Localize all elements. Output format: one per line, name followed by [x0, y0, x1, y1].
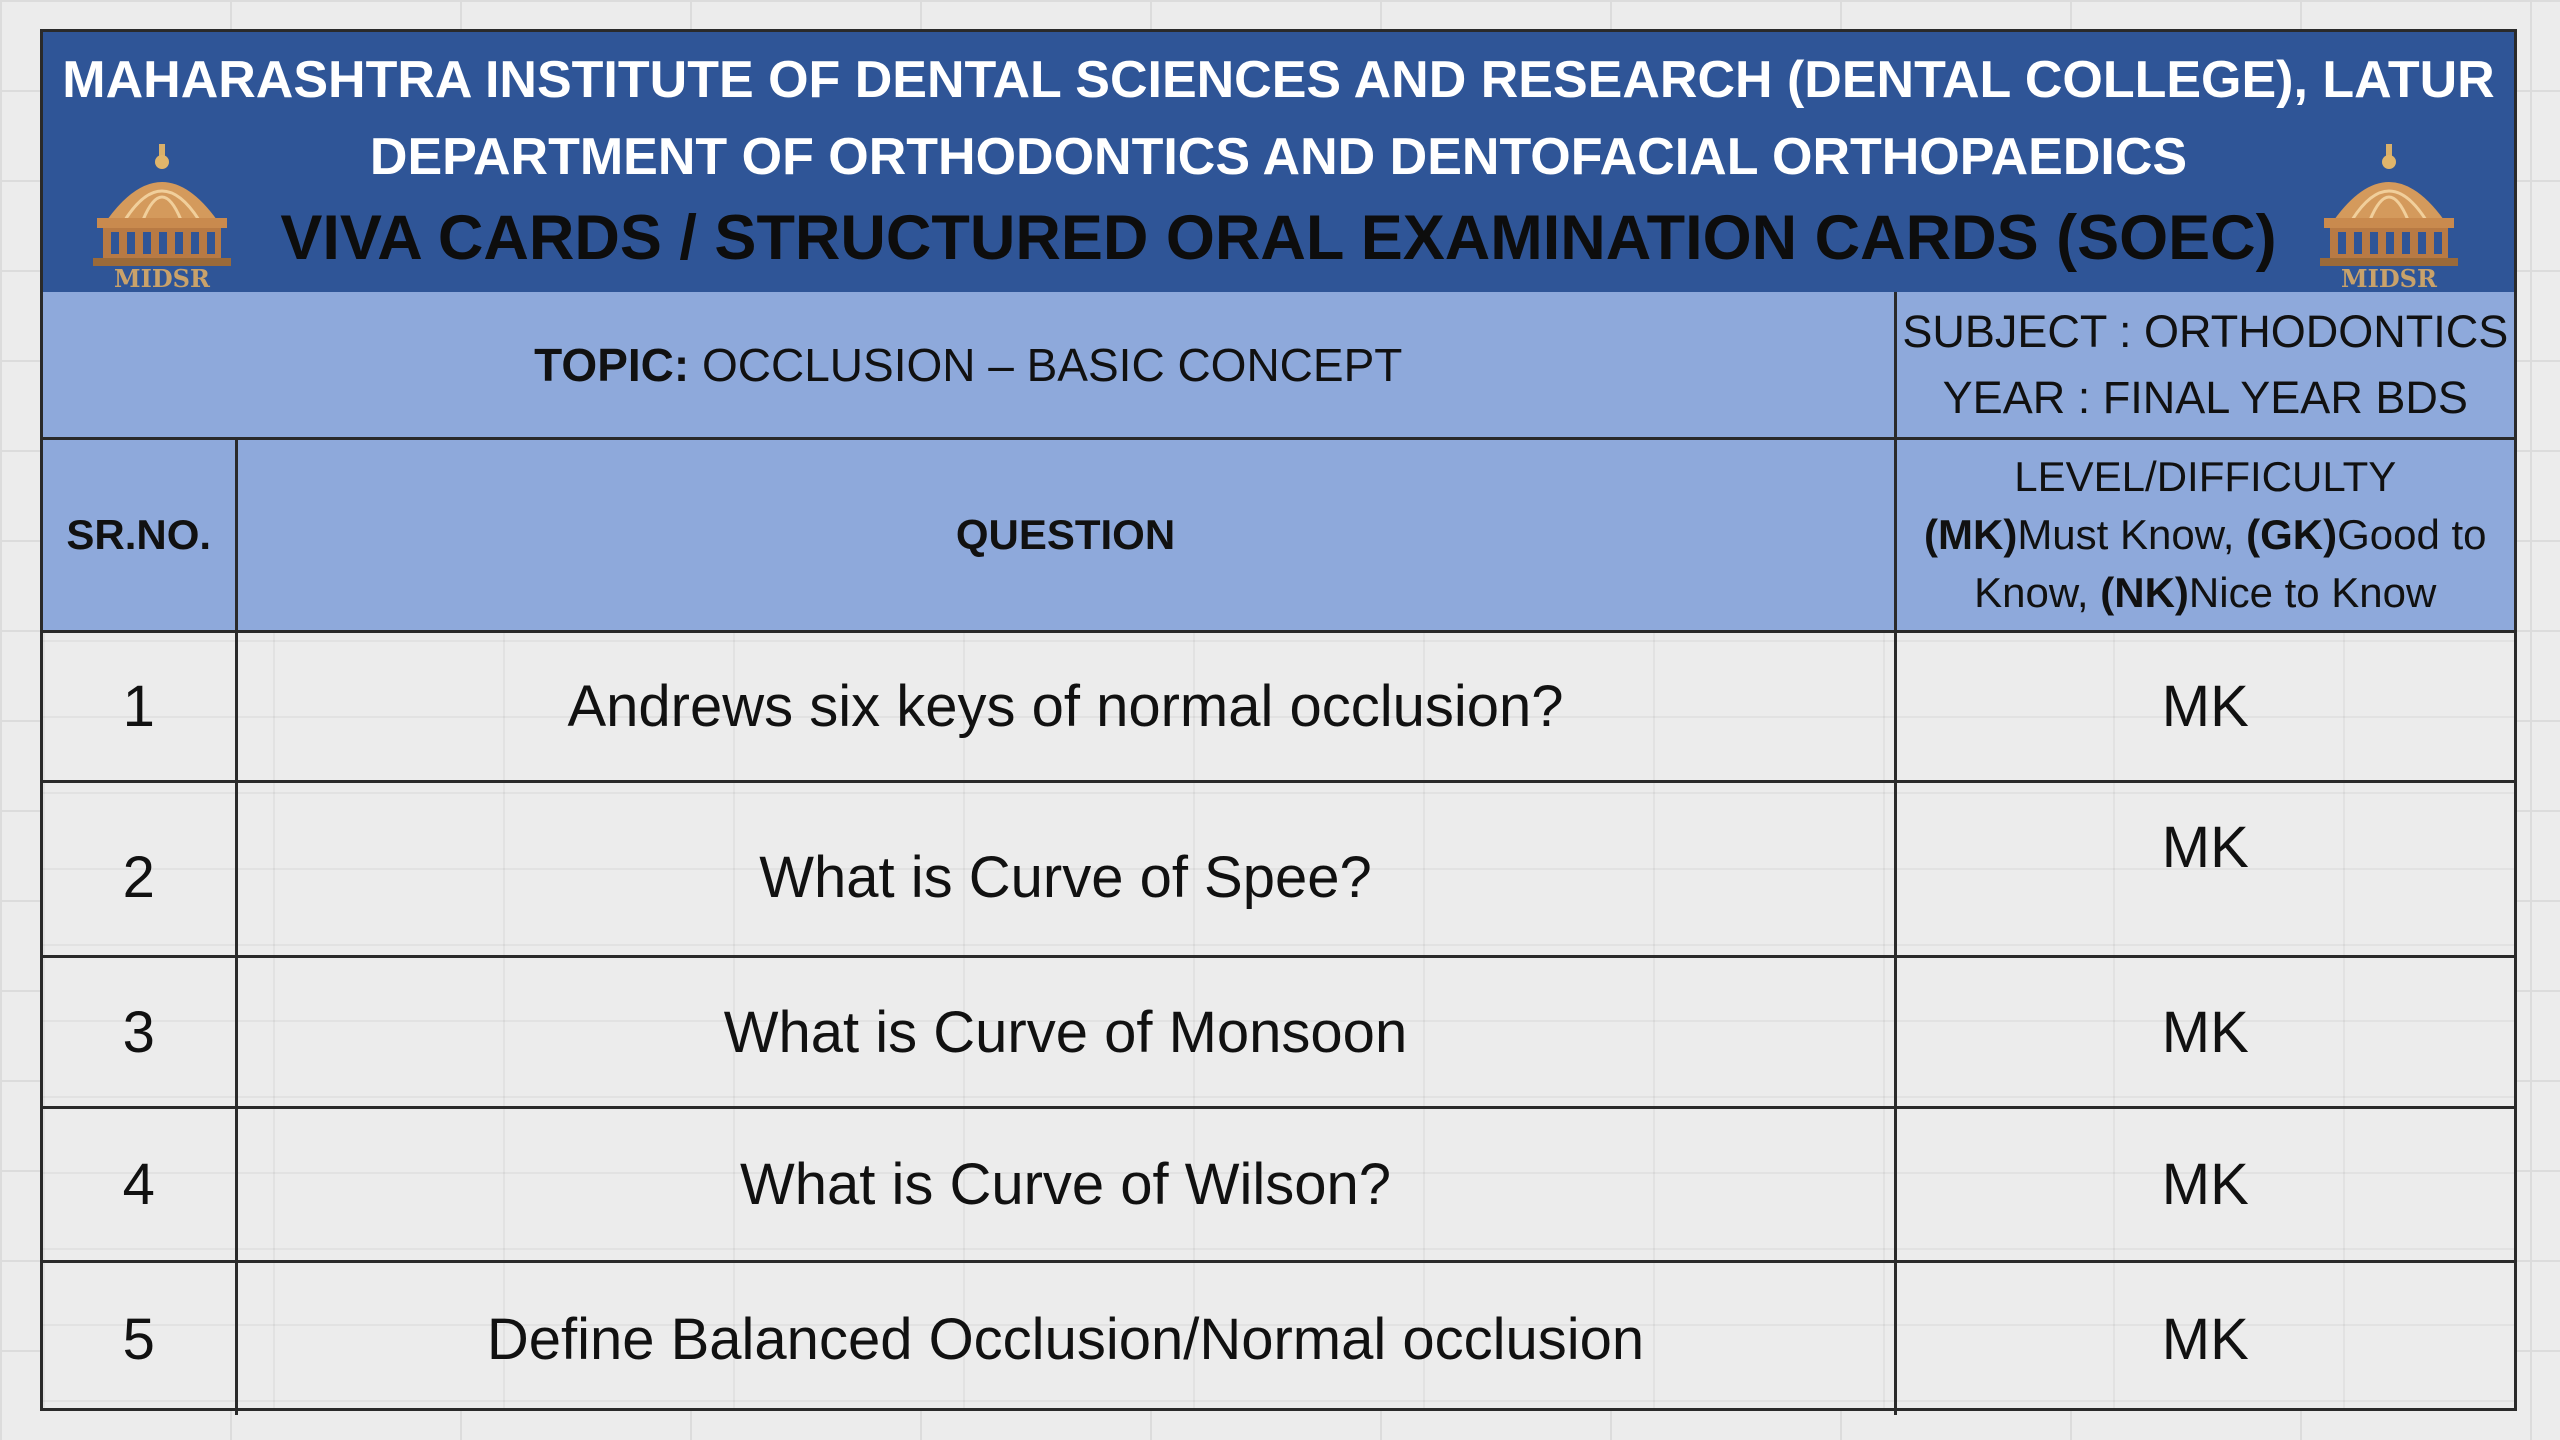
table-row: 3 What is Curve of Monsoon MK: [43, 955, 2515, 1109]
level-legend-line1: (MK)Must Know, (GK)Good to: [1924, 511, 2487, 558]
department-name: DEPARTMENT OF ORTHODONTICS AND DENTOFACI…: [369, 128, 2188, 186]
viva-card: MIDSR: [40, 29, 2517, 1415]
subject-text: SUBJECT : ORTHODONTICS: [1902, 305, 2509, 357]
dome-emblem-icon: MIDSR: [93, 144, 231, 293]
level-title: LEVEL/DIFFICULTY: [2014, 453, 2397, 500]
row-question: What is Curve of Spee?: [234, 780, 1897, 958]
row-number: 5: [43, 1260, 238, 1415]
level-header: LEVEL/DIFFICULTY (MK)Must Know, (GK)Good…: [1893, 437, 2515, 633]
table-row: 5 Define Balanced Occlusion/Normal occlu…: [43, 1260, 2515, 1415]
college-name: MAHARASHTRA INSTITUTE OF DENTAL SCIENCES…: [62, 51, 2495, 109]
topic-label: TOPIC:: [534, 338, 690, 391]
subject-year-cell: SUBJECT : ORTHODONTICS YEAR : FINAL YEAR…: [1893, 292, 2515, 440]
row-number: 1: [43, 630, 238, 783]
title-banner: MIDSR: [43, 32, 2514, 295]
table-row: 4 What is Curve of Wilson? MK: [43, 1106, 2515, 1263]
table-row: 1 Andrews six keys of normal occlusion? …: [43, 630, 2515, 783]
year-text: YEAR : FINAL YEAR BDS: [1942, 371, 2468, 423]
card-title: VIVA CARDS / STRUCTURED ORAL EXAMINATION…: [280, 203, 2277, 273]
college-logo-right: MIDSR: [2312, 144, 2472, 294]
topic-row: TOPIC: OCCLUSION – BASIC CONCEPT SUBJECT…: [43, 292, 2515, 440]
row-number: 4: [43, 1106, 238, 1263]
row-number: 2: [43, 780, 238, 958]
row-level: MK: [1893, 955, 2515, 1109]
row-level: MK: [1893, 780, 2515, 958]
row-level: MK: [1893, 630, 2515, 783]
gk-text: Good to: [2337, 511, 2487, 558]
table-row: 2 What is Curve of Spee? MK: [43, 780, 2515, 958]
gk-text-cont: Know,: [1974, 569, 2101, 616]
row-question: What is Curve of Wilson?: [234, 1106, 1897, 1263]
row-question: What is Curve of Monsoon: [234, 955, 1897, 1109]
row-number: 3: [43, 955, 238, 1109]
questions-table: TOPIC: OCCLUSION – BASIC CONCEPT SUBJECT…: [43, 292, 2515, 1415]
svg-text:MIDSR: MIDSR: [2341, 264, 2438, 293]
college-logo-left: MIDSR: [85, 144, 245, 294]
column-header-row: SR.NO. QUESTION LEVEL/DIFFICULTY (MK)Mus…: [43, 437, 2515, 633]
row-question: Andrews six keys of normal occlusion?: [234, 630, 1897, 783]
row-question: Define Balanced Occlusion/Normal occlusi…: [234, 1260, 1897, 1415]
topic-cell: TOPIC: OCCLUSION – BASIC CONCEPT: [43, 292, 1897, 440]
row-level: MK: [1893, 1106, 2515, 1263]
level-legend-line2: Know, (NK)Nice to Know: [1974, 569, 2437, 616]
svg-text:MIDSR: MIDSR: [114, 264, 211, 293]
dome-emblem-icon: MIDSR: [2320, 144, 2458, 293]
row-level: MK: [1893, 1260, 2515, 1415]
srno-header: SR.NO.: [43, 437, 238, 633]
question-header: QUESTION: [234, 437, 1897, 633]
topic-value: OCCLUSION – BASIC CONCEPT: [702, 338, 1403, 391]
